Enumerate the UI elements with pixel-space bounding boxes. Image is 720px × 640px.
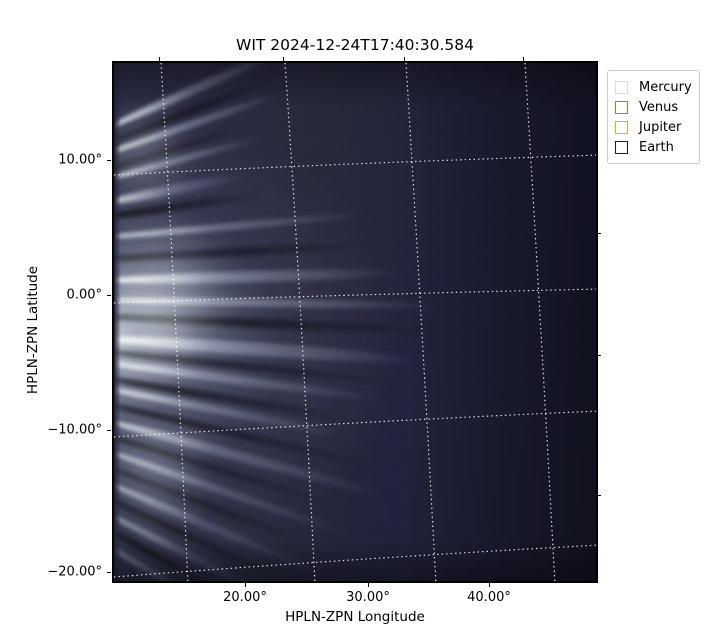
x-tick-mark-top <box>523 57 525 61</box>
legend-label-venus: Venus <box>639 99 679 115</box>
coronagraph-image <box>114 63 596 581</box>
legend-marker-earth <box>615 140 628 154</box>
x-tick-mark-top <box>283 57 285 61</box>
y-tick-mark-right <box>597 355 601 357</box>
plot-axes[interactable] <box>112 61 598 583</box>
x-tick-mark <box>245 583 247 587</box>
x-tick-mark <box>489 583 491 587</box>
y-tick-mark <box>107 295 111 297</box>
image-vignette <box>114 63 596 581</box>
legend-label-jupiter: Jupiter <box>639 119 682 135</box>
legend-marker-jupiter <box>615 120 628 134</box>
plot-title: WIT 2024-12-24T17:40:30.584 <box>236 36 474 54</box>
y-tick-mark-right <box>597 495 601 497</box>
y-tick-label: −10.00° <box>47 422 102 438</box>
y-tick-mark-right <box>597 233 601 235</box>
x-tick-label: 30.00° <box>346 590 390 605</box>
legend-item-earth[interactable]: Earth <box>615 137 692 157</box>
legend-item-mercury[interactable]: Mercury <box>615 77 692 97</box>
y-axis-label: HPLN-ZPN Latitude <box>25 265 41 395</box>
x-tick-mark <box>368 583 370 587</box>
y-tick-label: −20.00° <box>47 564 102 580</box>
x-tick-label: 40.00° <box>467 590 511 605</box>
legend-label-earth: Earth <box>639 139 674 155</box>
legend-label-mercury: Mercury <box>639 79 692 95</box>
legend-marker-venus <box>615 100 628 114</box>
x-tick-mark-top <box>404 57 406 61</box>
y-tick-mark <box>107 430 111 432</box>
y-tick-label: 0.00° <box>66 287 102 303</box>
y-tick-label: 10.00° <box>58 152 102 168</box>
x-tick-label: 20.00° <box>223 590 267 605</box>
legend-marker-mercury <box>615 80 628 94</box>
y-tick-mark <box>107 572 111 574</box>
legend-item-jupiter[interactable]: Jupiter <box>615 117 692 137</box>
legend-box[interactable]: Mercury Venus Jupiter Earth <box>607 70 700 164</box>
y-tick-mark <box>107 160 111 162</box>
legend-item-venus[interactable]: Venus <box>615 97 692 117</box>
x-tick-mark-top <box>159 57 161 61</box>
x-axis-label: HPLN-ZPN Longitude <box>285 609 425 625</box>
